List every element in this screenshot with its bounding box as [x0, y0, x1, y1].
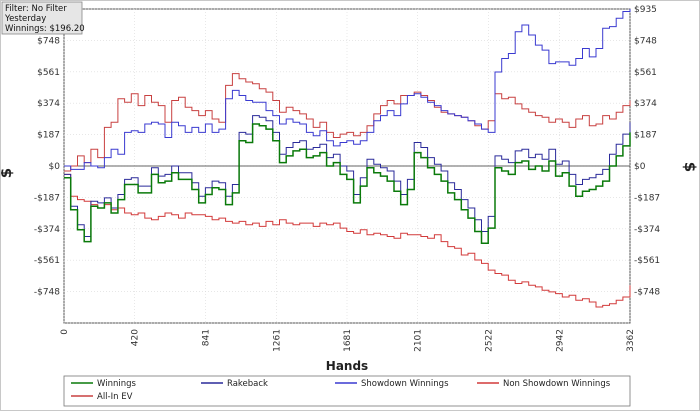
y-tick-label-left: $0 [49, 162, 61, 172]
y-tick-label-left: $561 [37, 68, 60, 78]
x-tick-label: 841 [202, 329, 212, 346]
y-tick-label-left: -$748 [34, 288, 60, 298]
y-tick-label-left: $748 [37, 36, 60, 46]
legend: Winnings Rakeback Showdown Winnings Non Sho… [63, 375, 631, 407]
series-line-rakeback [64, 115, 631, 237]
legend-label: All-In EV [97, 392, 133, 402]
series-line-winnings [64, 123, 631, 244]
y-tick-label-right: $374 [634, 99, 657, 109]
info-filter: Filter: No Filter [5, 4, 67, 14]
y-tick-label-right: -$561 [634, 256, 660, 266]
x-tick-label: 1681 [343, 329, 353, 352]
x-tick-label: 2101 [414, 329, 424, 352]
x-tick-label: 2942 [555, 329, 565, 352]
y-tick-label-left: -$374 [34, 225, 60, 235]
x-tick-label: 3362 [626, 329, 636, 352]
y-tick-label-right: -$374 [634, 225, 660, 235]
x-tick-label: 2522 [485, 329, 495, 352]
y-axis-title-left: $ [1, 168, 15, 178]
y-tick-label-left: $187 [37, 131, 60, 141]
info-period: Yesterday [4, 14, 46, 24]
legend-label: Showdown Winnings [361, 379, 449, 389]
y-tick-label-right: $0 [634, 162, 646, 172]
y-tick-label-right: -$187 [634, 193, 660, 203]
y-tick-label-left: -$187 [34, 193, 60, 203]
legend-label: Non Showdown Winnings [503, 379, 611, 389]
x-axis-title: Hands [326, 359, 368, 373]
x-tick-label: 0 [60, 329, 70, 335]
y-tick-label-right: $187 [634, 131, 657, 141]
series-line-showdown-winnings [64, 9, 631, 170]
y-tick-label-right: $935 [634, 5, 657, 15]
series-lines [64, 9, 631, 308]
tick-labels: $935$935$748$748$561$561$374$374$187$187… [34, 5, 661, 352]
y-tick-label-right: -$748 [634, 288, 660, 298]
y-axis-title-right: $ [681, 162, 699, 172]
y-tick-label-right: $748 [634, 36, 657, 46]
x-tick-label: 420 [131, 329, 141, 346]
legend-label: Rakeback [227, 379, 268, 389]
y-tick-label-right: $561 [634, 68, 657, 78]
info-winnings: Winnings: $196.20 [5, 24, 85, 34]
y-tick-label-left: $374 [37, 99, 60, 109]
series-line-non-showdown-winnings [64, 173, 631, 308]
legend-label: Winnings [97, 379, 136, 389]
info-box: Filter: No Filter Yesterday Winnings: $1… [1, 1, 85, 35]
x-tick-label: 1261 [272, 329, 282, 352]
y-tick-label-left: -$561 [34, 256, 60, 266]
series-line-all-in-ev [64, 73, 631, 172]
